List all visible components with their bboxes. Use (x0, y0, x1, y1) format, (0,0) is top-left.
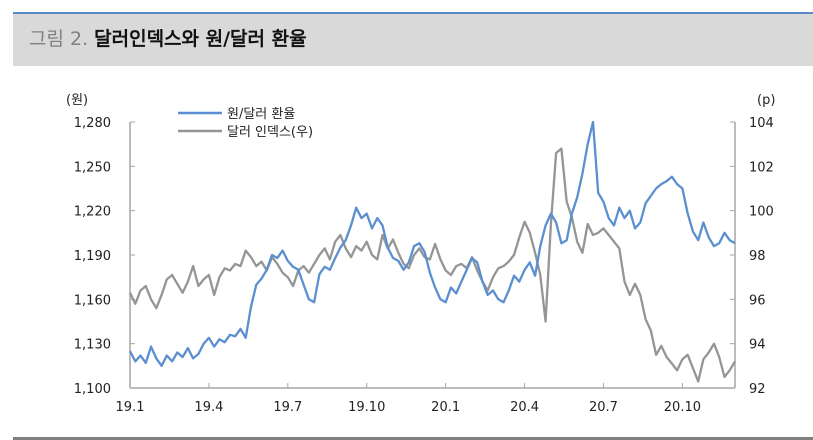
left-y-tick-label: 1,130 (74, 338, 111, 353)
figure-title: 그림 2. 달러인덱스와 원/달러 환율 (29, 26, 307, 52)
right-y-tick-label: 92 (749, 382, 766, 397)
series-dollar-index-line (128, 147, 736, 383)
legend-label-dxy: 달러 인덱스(우) (227, 125, 313, 140)
right-y-tick-label: 98 (749, 249, 766, 264)
x-tick-label: 20.7 (589, 400, 618, 415)
x-tick-label: 19.10 (348, 400, 385, 415)
right-y-tick-label: 96 (749, 293, 766, 308)
left-y-tick-label: 1,250 (74, 160, 111, 175)
series-krw-usd-line (128, 120, 736, 367)
figure-number: 그림 2. (29, 28, 89, 50)
chart-series (128, 120, 736, 383)
left-y-tick-label: 1,280 (74, 116, 111, 131)
left-y-tick-label: 1,160 (74, 293, 111, 308)
x-tick-label: 19.4 (194, 400, 223, 415)
right-y-tick-label: 104 (749, 116, 774, 131)
right-y-tick-label: 100 (749, 205, 774, 220)
title-top-rule (13, 12, 813, 14)
chart-axes: 1,100 1,130 1,160 1,190 1,220 1,250 1,280 (원) 92… (66, 93, 775, 415)
left-y-unit-label: (원) (66, 93, 88, 108)
figure-title-text: 달러인덱스와 원/달러 환율 (94, 28, 307, 50)
x-tick-label: 19.7 (273, 400, 302, 415)
left-y-tick-label: 1,190 (74, 249, 111, 264)
figure-title-bar: 그림 2. 달러인덱스와 원/달러 환율 (13, 14, 813, 66)
bottom-rule (13, 437, 813, 440)
x-tick-label: 20.10 (664, 400, 701, 415)
x-tick-label: 20.4 (510, 400, 539, 415)
right-y-unit-label: (p) (757, 93, 775, 108)
x-tick-label: 19.1 (116, 400, 145, 415)
left-y-tick-label: 1,220 (74, 205, 111, 220)
left-y-tick-label: 1,100 (74, 382, 111, 397)
x-tick-label: 20.1 (431, 400, 460, 415)
right-y-tick-label: 94 (749, 338, 766, 353)
legend-label-krw: 원/달러 환율 (227, 107, 295, 122)
right-y-tick-label: 102 (749, 160, 774, 175)
chart-legend: 원/달러 환율 달러 인덱스(우) (178, 107, 313, 140)
